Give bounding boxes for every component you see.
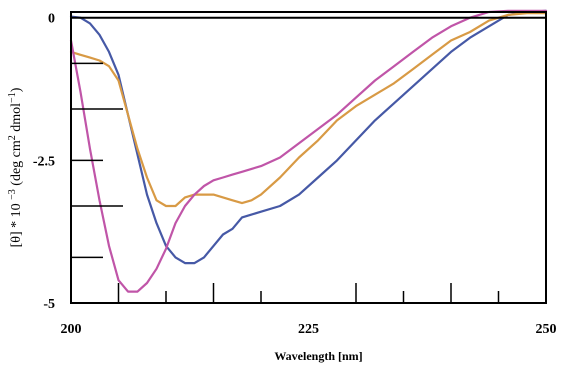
y-minor-ticks [71,62,123,259]
y-tick-label: -2.5 [33,154,55,169]
series-line-3 [69,9,548,293]
x-minor-ticks [117,283,500,303]
x-axis-title: Wavelength [nm] [274,349,362,363]
x-tick-labels: 200 225 250 [61,322,557,337]
plot-frame [70,11,547,304]
series-layer [69,9,548,293]
y-tick-labels: 0 -2.5 -5 [33,12,55,312]
y-tick-label: 0 [48,12,55,27]
x-tick-label: 250 [536,322,557,337]
x-tick-label: 225 [298,322,319,337]
series-line-2 [69,12,548,208]
x-tick-label: 200 [61,322,82,337]
y-axis-title: [θ] * 10 −3 (deg cm2 dmol−1) [7,87,24,247]
y-tick-label: -5 [43,297,55,312]
